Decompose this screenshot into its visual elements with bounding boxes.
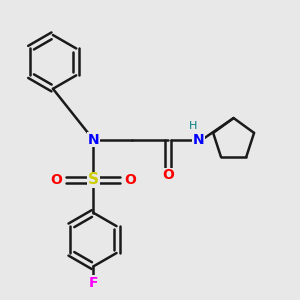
Text: F: F	[88, 276, 98, 290]
Text: S: S	[88, 172, 99, 188]
Text: N: N	[88, 133, 99, 146]
Text: O: O	[125, 173, 136, 187]
Text: O: O	[162, 168, 174, 182]
Text: H: H	[189, 121, 197, 131]
Text: O: O	[50, 173, 62, 187]
Text: N: N	[193, 133, 204, 146]
